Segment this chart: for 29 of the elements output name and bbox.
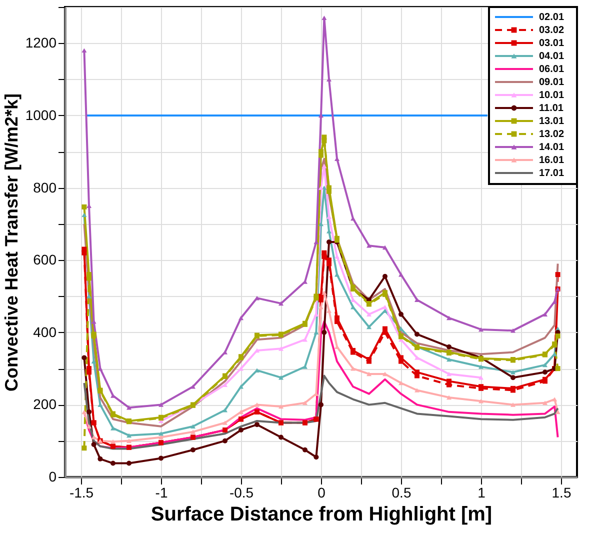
x-tick-label: -1.5 [69,484,94,500]
y-axis-title: Convective Heat Transfer [W/m2*k] [1,93,22,392]
legend-label: 09.01 [539,77,564,88]
y-tick-label: 600 [33,252,57,268]
legend-label: 02.01 [539,12,564,23]
legend-label: 13.02 [539,129,564,140]
x-tick-label: 0.5 [392,484,412,500]
x-tick-label: 1.5 [552,484,572,500]
legend-label: 13.01 [539,116,564,127]
legend-label: 16.01 [539,155,564,166]
x-tick-label: 0 [318,484,326,500]
legend-label: 03.01 [539,38,564,49]
legend-label: 06.01 [539,64,564,75]
x-axis-title: Surface Distance from Highlight [m] [150,504,492,526]
legend-label: 04.01 [539,51,564,62]
x-tick-label: -1 [155,484,168,500]
legend-label: 11.01 [539,103,564,114]
y-tick-label: 200 [33,396,57,412]
y-tick-label: 400 [33,324,57,340]
x-tick-label: 1 [478,484,486,500]
y-tick-label: 1000 [25,106,57,123]
legend-label: 14.01 [539,142,564,153]
legend-label: 10.01 [539,90,564,101]
y-tick-label: 800 [33,179,57,196]
y-tick-label: 1200 [25,34,57,51]
y-tick-label: 0 [48,468,57,484]
legend-label: 03.02 [539,25,564,36]
legend-label: 17.01 [539,168,564,179]
x-tick-label: -0.5 [229,484,254,500]
